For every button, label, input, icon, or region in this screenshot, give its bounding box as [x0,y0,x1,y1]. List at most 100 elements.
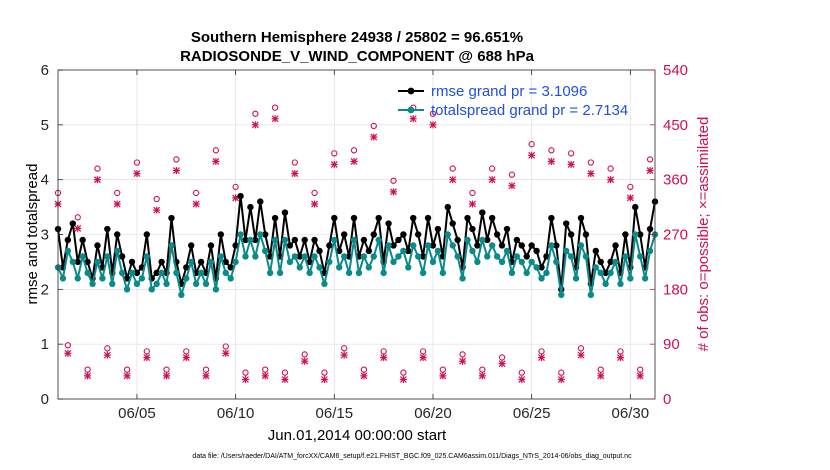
rmse-point [469,225,476,233]
rmse-point [567,231,575,238]
totalspread-point [64,247,72,255]
totalspread-point [646,247,654,255]
obs-possible-point [222,343,229,350]
obs-possible-point [84,366,91,373]
obs-possible-point [617,348,624,355]
x-axis-ticks: 06/05 06/10 06/15 06/20 06/25 06/30 [118,70,649,422]
rmse-point [636,231,644,238]
obs-possible-point [567,150,575,157]
obs-assimilated-point [646,167,654,175]
totalspread-point [632,231,639,238]
totalspread-point [622,253,629,260]
obs-possible-point [311,189,318,197]
x-tick-label: 06/20 [414,405,452,422]
totalspread-point [118,269,126,277]
totalspread-point [276,269,284,277]
right-tick-label: 540 [663,62,688,79]
obs-possible-point [479,366,486,373]
totalspread-point [158,269,165,277]
obs-assimilated-point [547,157,555,165]
rmse-point [94,242,101,249]
rmse-point [217,231,225,238]
totalspread-point [326,258,333,266]
obs-possible-point [577,345,585,352]
right-axis-label: # of obs: o=possible; ×=assimilated [695,117,712,352]
totalspread-point [597,269,604,277]
obs-possible-point [597,366,604,373]
totalspread-point [577,242,585,249]
rmse-point [454,236,461,244]
rmse-point [123,275,131,282]
totalspread-point [533,264,540,271]
rmse-point [622,231,629,238]
rmse-point [133,269,141,277]
totalspread-point [271,236,279,244]
obs-possible-point [163,366,170,373]
obs-possible-point [183,348,190,355]
x-tick-label: 06/15 [316,405,354,422]
obs-assimilated-point [222,349,230,357]
totalspread-point [592,264,599,271]
left-tick-label: 3 [41,227,49,244]
plot-area: 06/05 06/10 06/15 06/20 06/25 06/30 0 1 2 3 4 5 6 0… [41,62,688,422]
totalspread-point [410,242,417,249]
obs-assimilated-point [528,151,536,159]
totalspread-point [94,258,101,266]
totalspread-point [217,253,225,260]
totalspread-point [232,258,239,266]
left-tick-label: 1 [41,336,49,353]
rmse-point [207,242,215,249]
totalspread-point [168,242,175,249]
rmse-point [247,203,254,211]
rmse-point [340,231,348,238]
obs-possible-point [341,345,348,352]
obs-possible-point [242,369,249,376]
totalspread-point [109,280,116,288]
rmse-point [528,242,535,249]
obs-assimilated-point [330,160,338,168]
obs-possible-point [301,351,308,358]
rmse-point [311,236,318,244]
totalspread-point [641,275,649,282]
obs-assimilated-point [587,170,595,178]
obs-assimilated-point [74,224,82,232]
rmse-point [410,214,417,222]
left-tick-label: 5 [41,117,49,134]
rmse-point [538,264,545,271]
totalspread-point [449,242,456,249]
obs-series [54,104,654,384]
obs-possible-point [192,189,200,197]
obs-possible-point [400,369,407,376]
rmse-point [577,214,585,222]
obs-assimilated-point [478,372,486,380]
obs-assimilated-point [212,157,220,165]
totalspread-point [419,269,427,277]
obs-possible-point [262,366,269,373]
rmse-point [523,253,530,260]
rmse-point [503,225,511,233]
obs-assimilated-point [320,376,328,384]
line-series [54,192,659,299]
obs-assimilated-point [281,376,289,384]
totalspread-point [375,236,382,244]
rmse-point [291,236,299,244]
totalspread-point [242,253,249,260]
rmse-point [79,236,86,244]
rmse-point [493,231,501,238]
rmse-point [331,214,338,222]
obs-assimilated-point [103,351,111,359]
rmse-point [592,247,599,255]
rmse-point [518,242,525,249]
obs-possible-point [360,366,368,373]
obs-possible-point [548,147,555,154]
obs-possible-point [390,177,397,184]
rmse-point [548,214,555,222]
rmse-point [271,214,279,222]
totalspread-point [262,247,269,255]
rmse-point [429,242,437,249]
totalspread-point [444,231,451,238]
rmse-point [158,258,165,266]
totalspread-point [548,242,555,249]
totalspread-point [173,269,180,277]
